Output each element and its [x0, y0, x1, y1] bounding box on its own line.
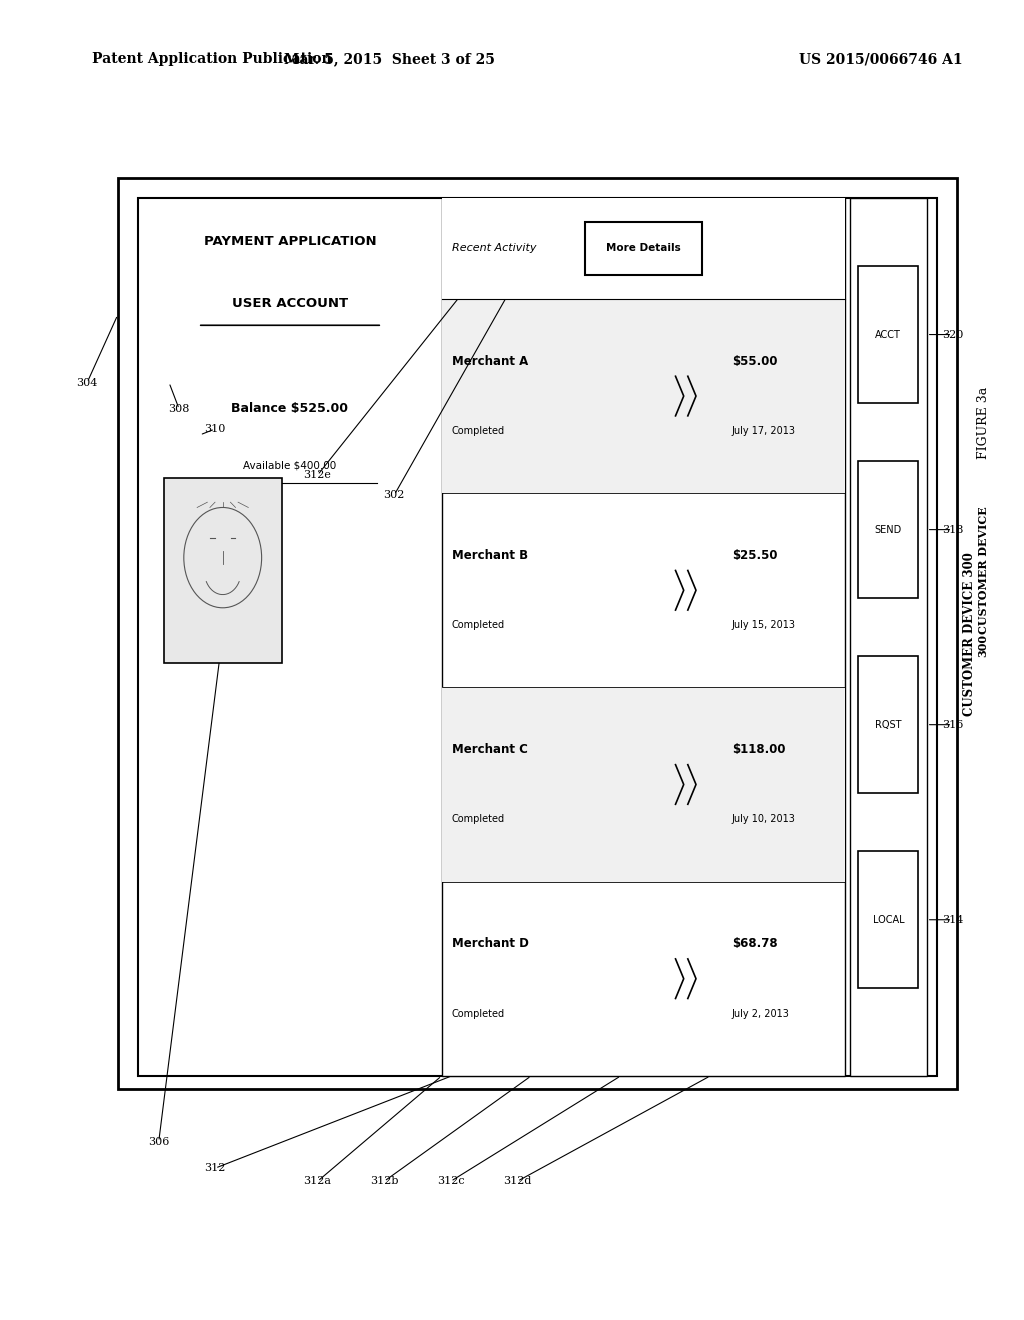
Text: US 2015/0066746 A1: US 2015/0066746 A1	[799, 53, 963, 66]
Text: Merchant C: Merchant C	[452, 743, 527, 756]
Text: July 10, 2013: July 10, 2013	[732, 814, 796, 825]
Text: July 2, 2013: July 2, 2013	[732, 1008, 790, 1019]
Text: Merchant D: Merchant D	[452, 937, 528, 950]
Text: Merchant B: Merchant B	[452, 549, 528, 562]
Text: 312b: 312b	[370, 1176, 398, 1187]
Text: 314: 314	[942, 915, 963, 925]
Text: CUSTOMER DEVICE: CUSTOMER DEVICE	[978, 502, 988, 634]
Text: PAYMENT APPLICATION: PAYMENT APPLICATION	[204, 235, 376, 248]
Text: Balance $525.00: Balance $525.00	[231, 403, 348, 416]
Text: Recent Activity: Recent Activity	[452, 243, 537, 253]
Text: Available $400.00: Available $400.00	[244, 461, 337, 471]
Bar	[118, 178, 957, 1089]
Text: Merchant A: Merchant A	[452, 355, 528, 367]
Text: 312c: 312c	[437, 1176, 464, 1187]
Text: Completed: Completed	[452, 620, 505, 630]
Text: $118.00: $118.00	[732, 743, 785, 756]
Text: Mar. 5, 2015  Sheet 3 of 25: Mar. 5, 2015 Sheet 3 of 25	[284, 53, 495, 66]
Text: Patent Application Publication: Patent Application Publication	[92, 53, 332, 66]
Text: 306: 306	[148, 1137, 169, 1147]
Bar	[850, 198, 927, 1076]
Bar	[441, 198, 845, 298]
Text: $55.00: $55.00	[732, 355, 777, 367]
Text: 302: 302	[384, 490, 404, 500]
Text: CUSTOMER DEVICE 300: CUSTOMER DEVICE 300	[963, 552, 976, 715]
Text: 320: 320	[942, 330, 963, 339]
Text: 318: 318	[942, 524, 963, 535]
Bar	[858, 851, 919, 987]
Text: Completed: Completed	[452, 814, 505, 825]
Text: 300: 300	[978, 634, 988, 656]
Text: $68.78: $68.78	[732, 937, 777, 950]
Text: July 15, 2013: July 15, 2013	[732, 620, 796, 630]
Bar	[138, 198, 937, 1076]
Bar	[858, 461, 919, 598]
Text: ACCT: ACCT	[876, 330, 901, 339]
Text: 310: 310	[205, 424, 225, 434]
Text: Completed: Completed	[452, 1008, 505, 1019]
FancyBboxPatch shape	[585, 222, 701, 275]
Text: 312a: 312a	[303, 1176, 332, 1187]
Text: 308: 308	[169, 404, 189, 414]
Text: LOCAL: LOCAL	[872, 915, 904, 925]
Bar	[858, 656, 919, 793]
Text: July 17, 2013: July 17, 2013	[732, 426, 796, 436]
Bar	[858, 267, 919, 403]
Bar	[164, 478, 282, 663]
Text: $25.50: $25.50	[732, 549, 777, 562]
Text: 312d: 312d	[503, 1176, 531, 1187]
Bar	[441, 688, 845, 882]
Text: RQST: RQST	[876, 719, 901, 730]
Text: USER ACCOUNT: USER ACCOUNT	[231, 297, 348, 310]
Bar	[441, 198, 845, 1076]
Text: SEND: SEND	[874, 524, 902, 535]
Bar	[441, 298, 845, 494]
Text: 316: 316	[942, 719, 963, 730]
Text: Completed: Completed	[452, 426, 505, 436]
Text: FIGURE 3a: FIGURE 3a	[977, 387, 989, 458]
Text: More Details: More Details	[606, 243, 681, 253]
Text: 312e: 312e	[303, 470, 332, 480]
Text: 304: 304	[77, 378, 97, 388]
Text: 312: 312	[205, 1163, 225, 1173]
